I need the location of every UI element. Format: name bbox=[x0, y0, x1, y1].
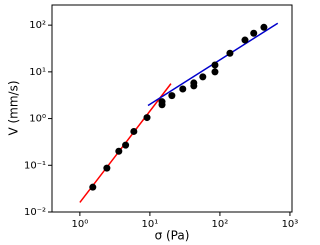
data-point bbox=[211, 68, 219, 76]
data-point bbox=[179, 85, 187, 93]
data-point bbox=[250, 29, 258, 37]
data-point bbox=[241, 36, 249, 44]
data-point bbox=[199, 73, 207, 81]
y-tick-label: 10¹ bbox=[29, 67, 46, 78]
y-axis-label: V (mm/s) bbox=[7, 80, 21, 135]
y-tick-label: 10⁰ bbox=[29, 114, 46, 125]
data-point bbox=[158, 98, 166, 106]
data-point bbox=[130, 127, 138, 135]
plot-frame bbox=[51, 4, 293, 213]
data-point bbox=[260, 23, 268, 31]
data-point bbox=[143, 114, 151, 122]
data-point bbox=[115, 147, 123, 155]
x-axis-label: σ (Pa) bbox=[155, 229, 190, 243]
data-point bbox=[122, 141, 130, 149]
y-tick-label: 10⁻¹ bbox=[24, 160, 46, 171]
data-point bbox=[226, 49, 234, 57]
data-point bbox=[211, 61, 219, 69]
x-tick-label: 10¹ bbox=[142, 219, 159, 230]
data-point bbox=[168, 92, 176, 100]
chart: σ (Pa) V (mm/s) 10⁰ 10¹ 10² 10³ 10⁻² 10⁻¹ 10⁰ 1… bbox=[7, 4, 299, 243]
page: {"chart_data": {"type": "scatter", "x_la… bbox=[6, 4, 299, 243]
data-point bbox=[190, 82, 198, 90]
y-tick-label: 10⁻² bbox=[24, 207, 46, 218]
data-point bbox=[103, 164, 111, 172]
y-tick-label: 10² bbox=[29, 20, 46, 31]
x-tick-label: 10⁰ bbox=[71, 219, 88, 230]
data-point bbox=[89, 183, 97, 191]
x-tick-label: 10³ bbox=[282, 219, 299, 230]
x-tick-label: 10² bbox=[212, 219, 229, 230]
